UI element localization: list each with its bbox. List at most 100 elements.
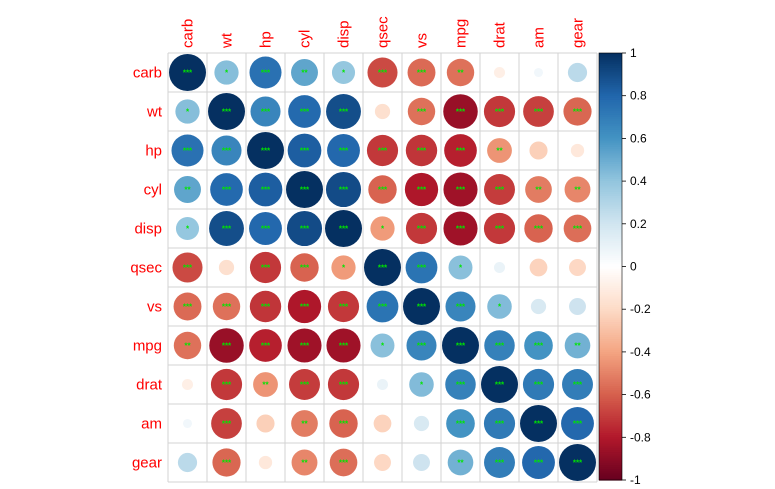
corr-circle-carb-drat — [493, 66, 506, 79]
colorbar-segment — [599, 230, 622, 233]
significance-label: *** — [261, 225, 271, 234]
column-label-qsec: qsec — [375, 16, 392, 48]
column-label-drat: drat — [492, 21, 509, 48]
colorbar-segment — [599, 53, 622, 56]
colorbar-segment — [599, 354, 622, 357]
significance-label: *** — [183, 69, 193, 78]
colorbar-segment — [599, 213, 622, 216]
corr-circle-qsec-cyl — [290, 253, 319, 282]
colorbar-segment — [599, 108, 622, 112]
corr-circle-am-gear — [561, 407, 594, 440]
colorbar-tick-label: 0 — [630, 260, 637, 274]
corr-circle-mpg-am — [524, 331, 553, 360]
corr-circle-am-disp — [329, 409, 358, 438]
colorbar-tick-label: -0.8 — [630, 430, 651, 444]
corr-circle-am-am — [520, 405, 557, 442]
colorbar-tick-label: -0.4 — [630, 345, 651, 359]
colorbar-segment — [599, 336, 622, 340]
significance-label: *** — [495, 186, 505, 195]
colorbar-segment — [599, 405, 622, 408]
colorbar-segment — [599, 279, 622, 283]
colorbar-segment — [599, 368, 622, 372]
colorbar-segment — [599, 270, 622, 274]
significance-label: *** — [222, 459, 232, 468]
corr-circle-disp-vs — [405, 212, 438, 245]
colorbar-segment — [599, 117, 622, 120]
corr-circle-gear-hp — [258, 455, 273, 470]
significance-label: ** — [574, 186, 581, 195]
colorbar-segment — [599, 93, 622, 97]
row-label-am: am — [141, 416, 162, 433]
colorbar-segment — [599, 275, 622, 278]
colorbar-segment — [599, 460, 622, 464]
significance-label: *** — [300, 342, 310, 351]
significance-label: *** — [222, 420, 232, 429]
corr-circle-cyl-drat — [484, 174, 515, 205]
significance-label: *** — [534, 420, 544, 429]
significance-label: *** — [573, 420, 583, 429]
corr-circle-gear-cyl — [291, 449, 318, 476]
colorbar-tick-label: -1 — [630, 473, 641, 487]
corr-circle-mpg-drat — [484, 330, 515, 361]
colorbar-segment — [599, 441, 622, 445]
significance-label: *** — [261, 303, 271, 312]
corr-circle-drat-hp — [253, 372, 278, 397]
colorbar-segment — [599, 326, 622, 330]
row-label-vs: vs — [147, 299, 162, 316]
significance-label: *** — [339, 420, 349, 429]
colorbar-segment — [599, 262, 622, 265]
corr-circle-wt-vs — [407, 97, 436, 126]
corr-circle-wt-disp — [326, 94, 361, 129]
colorbar-segment — [599, 298, 622, 302]
colorbar-segment — [599, 328, 622, 332]
colorbar-segment — [599, 187, 622, 191]
colorbar-segment — [599, 424, 622, 428]
colorbar-segment — [599, 142, 622, 146]
colorbar-segment — [599, 65, 622, 69]
significance-label: * — [342, 69, 346, 78]
colorbar-segment — [599, 106, 622, 110]
corr-circle-hp-gear — [570, 143, 585, 158]
corr-circle-mpg-carb — [173, 331, 202, 360]
corr-circle-gear-drat — [484, 447, 515, 478]
significance-label: ** — [457, 69, 464, 78]
colorbar-segment — [599, 313, 622, 317]
corr-circle-wt-gear — [563, 97, 592, 126]
significance-label: *** — [261, 147, 271, 156]
colorbar-segment — [599, 95, 622, 99]
significance-label: *** — [495, 420, 505, 429]
corr-circle-gear-wt — [212, 448, 241, 477]
significance-label: *** — [417, 264, 427, 273]
corr-circle-carb-disp — [331, 60, 356, 85]
corr-circle-drat-qsec — [376, 378, 389, 391]
corr-circle-cyl-wt — [210, 173, 243, 206]
significance-label: *** — [300, 108, 310, 117]
colorbar-segment — [599, 281, 622, 285]
colorbar-tick-label: 0.6 — [630, 131, 647, 145]
significance-label: *** — [573, 459, 583, 468]
significance-label: *** — [573, 381, 583, 390]
corr-circle-gear-gear — [559, 444, 596, 481]
colorbar-segment — [599, 208, 622, 212]
colorbar-segment — [599, 396, 622, 400]
corr-circle-disp-cyl — [286, 210, 323, 247]
significance-label: *** — [222, 108, 232, 117]
colorbar-segment — [599, 309, 622, 312]
colorbar-segment — [599, 89, 622, 93]
significance-label: *** — [456, 147, 466, 156]
column-label-hp: hp — [258, 31, 275, 48]
colorbar-segment — [599, 272, 622, 276]
corr-circle-mpg-qsec — [370, 333, 395, 358]
significance-label: *** — [339, 186, 349, 195]
corr-circle-drat-gear — [562, 369, 593, 400]
colorbar-segment — [599, 153, 622, 157]
colorbar-tick-label: 0.2 — [630, 217, 647, 231]
colorbar-segment — [599, 437, 622, 441]
corr-circle-vs-carb — [173, 292, 202, 321]
corr-circle-gear-qsec — [374, 454, 391, 471]
column-label-mpg: mpg — [453, 19, 470, 48]
significance-label: *** — [495, 342, 505, 351]
significance-label: ** — [301, 420, 308, 429]
significance-label: * — [381, 342, 385, 351]
colorbar-segment — [599, 236, 622, 240]
